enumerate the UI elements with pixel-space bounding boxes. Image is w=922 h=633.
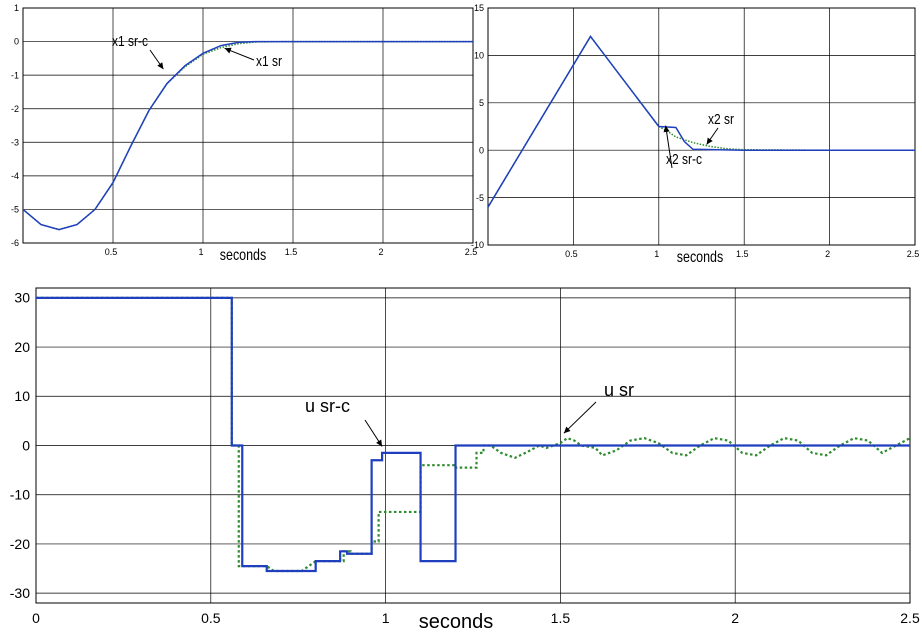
plot-frame bbox=[22, 7, 474, 244]
x-tick-label: 1.5 bbox=[285, 247, 298, 257]
y-tick-label: -6 bbox=[11, 238, 19, 248]
y-tick-label: 0 bbox=[22, 437, 30, 453]
y-tick-label: 0 bbox=[479, 145, 484, 155]
annotation-label: x2 sr bbox=[708, 111, 734, 128]
annotation-arrowhead bbox=[376, 439, 383, 447]
x-tick-label: 1 bbox=[654, 249, 659, 259]
y-tick-label: 20 bbox=[14, 339, 30, 355]
y-tick-label: -5 bbox=[476, 193, 484, 203]
annotation-label: u sr bbox=[604, 380, 634, 400]
x-tick-label: 1 bbox=[198, 247, 203, 257]
x-axis-label: seconds bbox=[220, 247, 266, 265]
y-tick-label: 30 bbox=[14, 290, 30, 306]
series-line-x2-sr-c bbox=[488, 35, 915, 208]
x-tick-label: 0.5 bbox=[565, 249, 578, 259]
y-tick-label: -30 bbox=[10, 585, 30, 601]
y-tick-label: 0 bbox=[14, 37, 19, 47]
plot-frame bbox=[487, 7, 916, 246]
x-tick-label: 2.5 bbox=[900, 610, 920, 626]
y-tick-label: -3 bbox=[11, 137, 19, 147]
x-axis-label: seconds bbox=[419, 611, 494, 633]
series-line-x1-sr-c bbox=[23, 40, 473, 231]
x-tick-label: 1.5 bbox=[736, 249, 749, 259]
annotation-label: x2 sr-c bbox=[666, 151, 702, 168]
series-line-u-sr-c bbox=[36, 296, 910, 573]
y-tick-label: -2 bbox=[11, 104, 19, 114]
x-tick-label: 2 bbox=[378, 247, 383, 257]
y-tick-label: -5 bbox=[11, 205, 19, 215]
y-tick-label: -10 bbox=[471, 240, 484, 250]
x-tick-label: 0.5 bbox=[105, 247, 118, 257]
annotation-label: x1 sr-c bbox=[112, 33, 148, 50]
chart-panel-1: 1 0 -1 -2 -3 -4 -5 -6 0.5 1 1.5 2 2.5 seconds x1 sr-c x… bbox=[11, 3, 477, 264]
x-tick-label: 1 bbox=[382, 610, 390, 626]
annotation-arrowhead bbox=[663, 125, 670, 133]
x-tick-label: 2 bbox=[825, 249, 830, 259]
y-tick-label: -10 bbox=[10, 487, 30, 503]
y-tick-label: -20 bbox=[10, 536, 30, 552]
series-line-u-sr bbox=[36, 296, 910, 573]
chart-panel-2: 15 10 5 0 -5 -10 0.5 1 1.5 2 2.5 seconds x2 sr-c x2 s… bbox=[471, 3, 919, 266]
x-tick-label: 1.5 bbox=[551, 610, 571, 626]
y-tick-label: 10 bbox=[474, 51, 484, 61]
annotation-arrow bbox=[563, 401, 597, 434]
y-tick-label: 5 bbox=[479, 98, 484, 108]
annotation-arrow bbox=[665, 125, 673, 169]
annotation-arrowhead bbox=[224, 47, 232, 54]
annotation-arrowhead bbox=[157, 62, 164, 70]
annotation-label: u sr-c bbox=[305, 396, 350, 416]
annotation-arrowhead bbox=[563, 426, 571, 434]
x-tick-label: 2 bbox=[731, 610, 739, 626]
x-tick-label: 2.5 bbox=[465, 247, 478, 257]
y-tick-label: -4 bbox=[11, 171, 19, 181]
series-line-x2-sr bbox=[488, 35, 915, 208]
series-line-x1-sr bbox=[23, 40, 473, 231]
x-axis-label: seconds bbox=[677, 249, 723, 267]
x-tick-label: 0.5 bbox=[201, 610, 221, 626]
x-tick-label: 0 bbox=[32, 610, 40, 626]
y-tick-label: -1 bbox=[11, 70, 19, 80]
annotation-arrowhead bbox=[706, 137, 713, 145]
x-tick-label: 2.5 bbox=[907, 249, 920, 259]
y-tick-label: 15 bbox=[474, 3, 484, 13]
annotation-label: x1 sr bbox=[256, 53, 282, 70]
y-tick-label: 10 bbox=[14, 388, 30, 404]
y-tick-label: 1 bbox=[14, 3, 19, 13]
